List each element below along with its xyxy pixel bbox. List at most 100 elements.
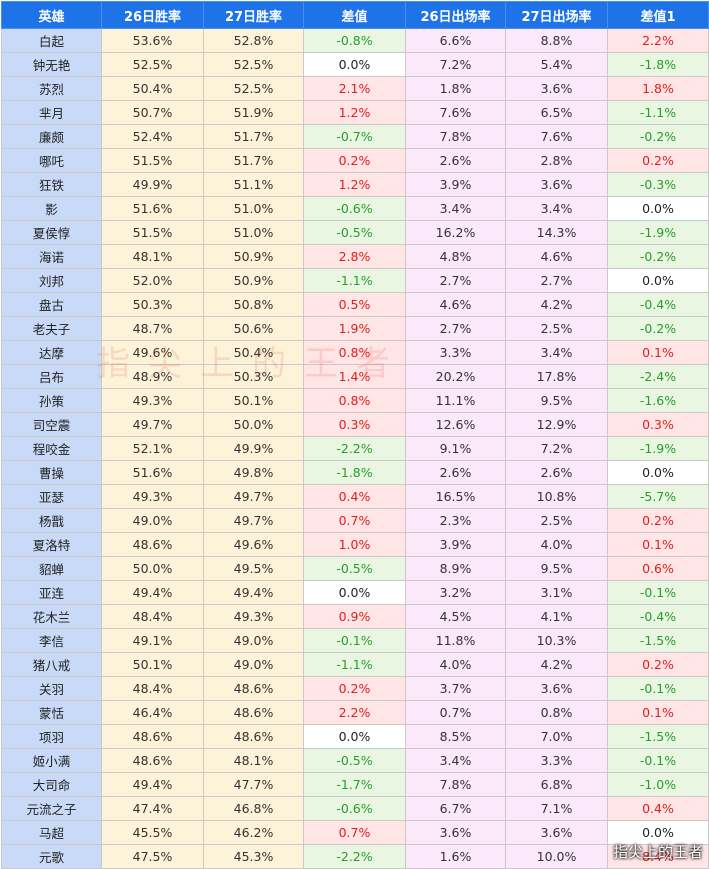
hero-name-cell: 夏洛特 <box>1 532 102 557</box>
winrate-diff-cell: -0.8% <box>303 28 406 53</box>
table-row: 元歌 47.5% 45.3% -2.2% 1.6% 10.0% 8.4% <box>1 844 709 869</box>
hero-name-cell: 花木兰 <box>1 604 102 629</box>
winrate-26-cell: 49.3% <box>101 388 204 413</box>
hero-name-cell: 马超 <box>1 820 102 845</box>
pickrate-27-cell: 10.8% <box>505 484 608 509</box>
winrate-27-cell: 50.1% <box>203 388 304 413</box>
winrate-27-cell: 51.7% <box>203 148 304 173</box>
pickrate-diff-cell: -0.2% <box>607 316 709 341</box>
table-row: 亚连 49.4% 49.4% 0.0% 3.2% 3.1% -0.1% <box>1 580 709 605</box>
pickrate-27-cell: 4.2% <box>505 652 608 677</box>
pickrate-26-cell: 2.7% <box>405 316 506 341</box>
pickrate-27-cell: 7.6% <box>505 124 608 149</box>
table-row: 吕布 48.9% 50.3% 1.4% 20.2% 17.8% -2.4% <box>1 364 709 389</box>
table-row: 曹操 51.6% 49.8% -1.8% 2.6% 2.6% 0.0% <box>1 460 709 485</box>
pickrate-26-cell: 4.6% <box>405 292 506 317</box>
hero-name-cell: 影 <box>1 196 102 221</box>
winrate-diff-cell: 2.8% <box>303 244 406 269</box>
pickrate-diff-cell: -0.2% <box>607 124 709 149</box>
winrate-26-cell: 49.9% <box>101 172 204 197</box>
pickrate-27-cell: 3.6% <box>505 76 608 101</box>
hero-name-cell: 狂铁 <box>1 172 102 197</box>
pickrate-diff-cell: -1.9% <box>607 220 709 245</box>
winrate-diff-cell: 1.0% <box>303 532 406 557</box>
pickrate-diff-cell: 8.4% <box>607 844 709 869</box>
winrate-diff-cell: -1.1% <box>303 652 406 677</box>
pickrate-26-cell: 8.9% <box>405 556 506 581</box>
pickrate-27-cell: 14.3% <box>505 220 608 245</box>
winrate-27-cell: 49.0% <box>203 652 304 677</box>
header-row: 英雄 26日胜率 27日胜率 差值 26日出场率 27日出场率 差值1 <box>1 1 709 29</box>
winrate-diff-cell: -0.6% <box>303 196 406 221</box>
table-row: 司空震 49.7% 50.0% 0.3% 12.6% 12.9% 0.3% <box>1 412 709 437</box>
table-row: 盘古 50.3% 50.8% 0.5% 4.6% 4.2% -0.4% <box>1 292 709 317</box>
winrate-27-cell: 45.3% <box>203 844 304 869</box>
pickrate-diff-cell: -2.4% <box>607 364 709 389</box>
pickrate-27-cell: 3.1% <box>505 580 608 605</box>
winrate-27-cell: 49.7% <box>203 484 304 509</box>
pickrate-diff-cell: 0.2% <box>607 508 709 533</box>
hero-name-cell: 貂蝉 <box>1 556 102 581</box>
pickrate-27-cell: 3.4% <box>505 340 608 365</box>
winrate-27-cell: 49.5% <box>203 556 304 581</box>
winrate-27-cell: 48.6% <box>203 676 304 701</box>
winrate-26-cell: 49.4% <box>101 580 204 605</box>
table-row: 大司命 49.4% 47.7% -1.7% 7.8% 6.8% -1.0% <box>1 772 709 797</box>
hero-name-cell: 盘古 <box>1 292 102 317</box>
pickrate-diff-cell: -1.0% <box>607 772 709 797</box>
winrate-26-cell: 51.5% <box>101 220 204 245</box>
winrate-diff-cell: 0.5% <box>303 292 406 317</box>
pickrate-27-cell: 9.5% <box>505 388 608 413</box>
winrate-diff-cell: 0.2% <box>303 148 406 173</box>
pickrate-26-cell: 0.7% <box>405 700 506 725</box>
pickrate-27-cell: 10.0% <box>505 844 608 869</box>
winrate-diff-cell: 1.4% <box>303 364 406 389</box>
table-row: 狂铁 49.9% 51.1% 1.2% 3.9% 3.6% -0.3% <box>1 172 709 197</box>
winrate-diff-cell: 0.2% <box>303 676 406 701</box>
winrate-26-cell: 48.1% <box>101 244 204 269</box>
winrate-diff-cell: 0.8% <box>303 340 406 365</box>
pickrate-27-cell: 12.9% <box>505 412 608 437</box>
pickrate-26-cell: 3.9% <box>405 532 506 557</box>
winrate-27-cell: 49.7% <box>203 508 304 533</box>
hero-name-cell: 白起 <box>1 28 102 53</box>
pickrate-diff-cell: -1.8% <box>607 52 709 77</box>
winrate-26-cell: 47.5% <box>101 844 204 869</box>
pickrate-27-cell: 2.7% <box>505 268 608 293</box>
winrate-diff-cell: 2.1% <box>303 76 406 101</box>
pickrate-27-cell: 3.3% <box>505 748 608 773</box>
pickrate-27-cell: 9.5% <box>505 556 608 581</box>
winrate-diff-cell: 0.0% <box>303 52 406 77</box>
winrate-26-cell: 52.5% <box>101 52 204 77</box>
hero-name-cell: 元流之子 <box>1 796 102 821</box>
hero-name-cell: 元歌 <box>1 844 102 869</box>
winrate-27-cell: 50.4% <box>203 340 304 365</box>
winrate-27-cell: 51.7% <box>203 124 304 149</box>
pickrate-diff-cell: -0.2% <box>607 244 709 269</box>
winrate-diff-cell: -0.1% <box>303 628 406 653</box>
pickrate-27-cell: 3.4% <box>505 196 608 221</box>
table-row: 项羽 48.6% 48.6% 0.0% 8.5% 7.0% -1.5% <box>1 724 709 749</box>
pickrate-diff-cell: 0.1% <box>607 700 709 725</box>
pickrate-diff-cell: 0.0% <box>607 820 709 845</box>
hero-name-cell: 亚瑟 <box>1 484 102 509</box>
pickrate-diff-cell: -0.4% <box>607 292 709 317</box>
pickrate-26-cell: 16.5% <box>405 484 506 509</box>
winrate-27-cell: 48.1% <box>203 748 304 773</box>
pickrate-26-cell: 3.3% <box>405 340 506 365</box>
winrate-diff-cell: 0.0% <box>303 724 406 749</box>
table-row: 猪八戒 50.1% 49.0% -1.1% 4.0% 4.2% 0.2% <box>1 652 709 677</box>
winrate-27-cell: 46.8% <box>203 796 304 821</box>
pickrate-26-cell: 2.6% <box>405 460 506 485</box>
winrate-27-cell: 50.6% <box>203 316 304 341</box>
winrate-diff-cell: -0.5% <box>303 748 406 773</box>
hero-name-cell: 程咬金 <box>1 436 102 461</box>
winrate-diff-cell: 0.7% <box>303 508 406 533</box>
winrate-26-cell: 48.9% <box>101 364 204 389</box>
table-row: 白起 53.6% 52.8% -0.8% 6.6% 8.8% 2.2% <box>1 28 709 53</box>
winrate-27-cell: 50.9% <box>203 244 304 269</box>
pickrate-26-cell: 4.5% <box>405 604 506 629</box>
winrate-27-cell: 51.9% <box>203 100 304 125</box>
winrate-diff-cell: 2.2% <box>303 700 406 725</box>
